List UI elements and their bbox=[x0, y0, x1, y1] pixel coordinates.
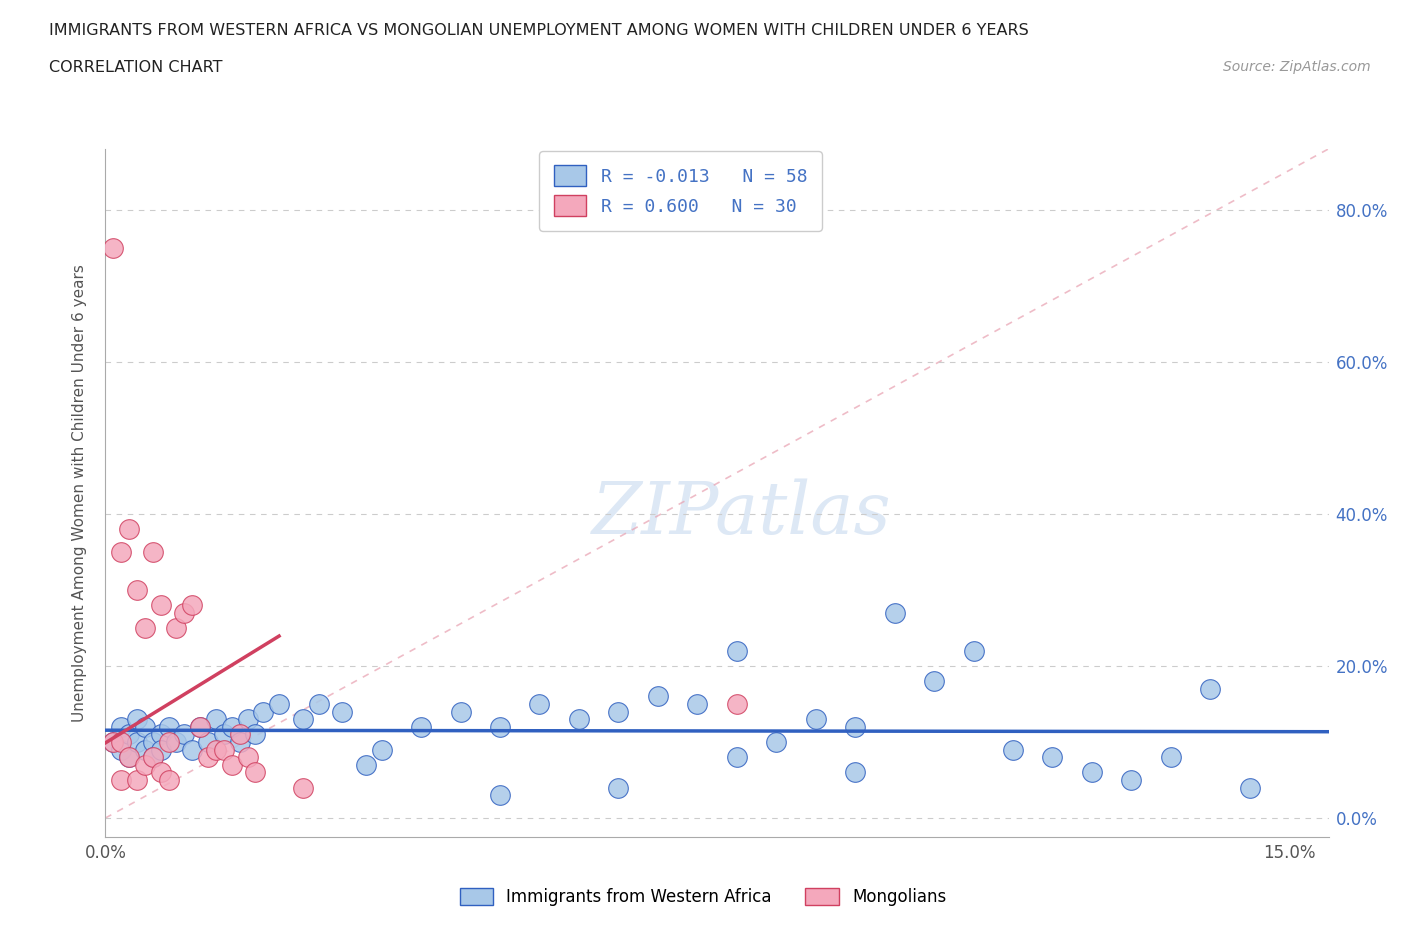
Point bbox=[134, 742, 156, 757]
Point bbox=[212, 727, 235, 742]
Point bbox=[110, 773, 132, 788]
Text: CORRELATION CHART: CORRELATION CHART bbox=[49, 60, 222, 75]
Point bbox=[221, 757, 243, 772]
Point bbox=[197, 735, 219, 750]
Point bbox=[962, 644, 984, 658]
Point bbox=[236, 750, 259, 764]
Point bbox=[197, 750, 219, 764]
Point bbox=[134, 620, 156, 635]
Point bbox=[110, 735, 132, 750]
Point bbox=[1199, 682, 1222, 697]
Point bbox=[118, 727, 141, 742]
Point bbox=[125, 773, 148, 788]
Point bbox=[568, 711, 591, 726]
Point bbox=[1160, 750, 1182, 764]
Point bbox=[118, 750, 141, 764]
Point bbox=[157, 719, 180, 734]
Point bbox=[103, 240, 125, 255]
Point bbox=[103, 735, 125, 750]
Point bbox=[1239, 780, 1261, 795]
Point bbox=[354, 757, 377, 772]
Point bbox=[489, 788, 512, 803]
Point bbox=[267, 697, 290, 711]
Point bbox=[252, 704, 274, 719]
Legend: R = -0.013   N = 58, R = 0.600   N = 30: R = -0.013 N = 58, R = 0.600 N = 30 bbox=[538, 151, 821, 231]
Point bbox=[142, 735, 165, 750]
Point bbox=[118, 522, 141, 537]
Point bbox=[1121, 773, 1143, 788]
Point bbox=[844, 764, 866, 779]
Point bbox=[188, 719, 211, 734]
Point bbox=[529, 697, 551, 711]
Point bbox=[308, 697, 330, 711]
Point bbox=[110, 544, 132, 559]
Point bbox=[173, 727, 195, 742]
Point bbox=[134, 719, 156, 734]
Point bbox=[142, 750, 165, 764]
Text: Source: ZipAtlas.com: Source: ZipAtlas.com bbox=[1223, 60, 1371, 74]
Point bbox=[844, 719, 866, 734]
Point bbox=[149, 742, 172, 757]
Point bbox=[1081, 764, 1104, 779]
Point bbox=[188, 719, 211, 734]
Point bbox=[725, 750, 748, 764]
Point bbox=[804, 711, 827, 726]
Point bbox=[245, 764, 267, 779]
Point bbox=[686, 697, 709, 711]
Point bbox=[212, 742, 235, 757]
Legend: Immigrants from Western Africa, Mongolians: Immigrants from Western Africa, Mongolia… bbox=[453, 881, 953, 912]
Point bbox=[149, 727, 172, 742]
Point bbox=[765, 735, 787, 750]
Point bbox=[103, 735, 125, 750]
Point bbox=[118, 750, 141, 764]
Point bbox=[228, 735, 250, 750]
Point bbox=[110, 742, 132, 757]
Point bbox=[125, 582, 148, 597]
Point bbox=[228, 727, 250, 742]
Point bbox=[125, 711, 148, 726]
Point bbox=[1001, 742, 1024, 757]
Point bbox=[110, 719, 132, 734]
Point bbox=[125, 735, 148, 750]
Point bbox=[883, 605, 905, 620]
Point bbox=[607, 704, 630, 719]
Point bbox=[149, 598, 172, 613]
Point bbox=[173, 605, 195, 620]
Point bbox=[922, 673, 945, 688]
Point bbox=[157, 773, 180, 788]
Point bbox=[450, 704, 472, 719]
Point bbox=[370, 742, 392, 757]
Point bbox=[725, 644, 748, 658]
Point bbox=[181, 742, 204, 757]
Point bbox=[291, 711, 314, 726]
Text: ZIPatlas: ZIPatlas bbox=[592, 478, 891, 549]
Point bbox=[142, 750, 165, 764]
Point bbox=[205, 711, 228, 726]
Point bbox=[134, 757, 156, 772]
Point bbox=[1042, 750, 1064, 764]
Point bbox=[245, 727, 267, 742]
Point bbox=[166, 735, 188, 750]
Point bbox=[330, 704, 353, 719]
Point bbox=[221, 719, 243, 734]
Point bbox=[489, 719, 512, 734]
Point bbox=[157, 735, 180, 750]
Y-axis label: Unemployment Among Women with Children Under 6 years: Unemployment Among Women with Children U… bbox=[72, 264, 87, 722]
Point bbox=[142, 544, 165, 559]
Point bbox=[411, 719, 433, 734]
Point bbox=[647, 689, 669, 704]
Point bbox=[166, 620, 188, 635]
Point bbox=[725, 697, 748, 711]
Point bbox=[607, 780, 630, 795]
Text: IMMIGRANTS FROM WESTERN AFRICA VS MONGOLIAN UNEMPLOYMENT AMONG WOMEN WITH CHILDR: IMMIGRANTS FROM WESTERN AFRICA VS MONGOL… bbox=[49, 23, 1029, 38]
Point bbox=[236, 711, 259, 726]
Point bbox=[291, 780, 314, 795]
Point bbox=[181, 598, 204, 613]
Point bbox=[205, 742, 228, 757]
Point bbox=[149, 764, 172, 779]
